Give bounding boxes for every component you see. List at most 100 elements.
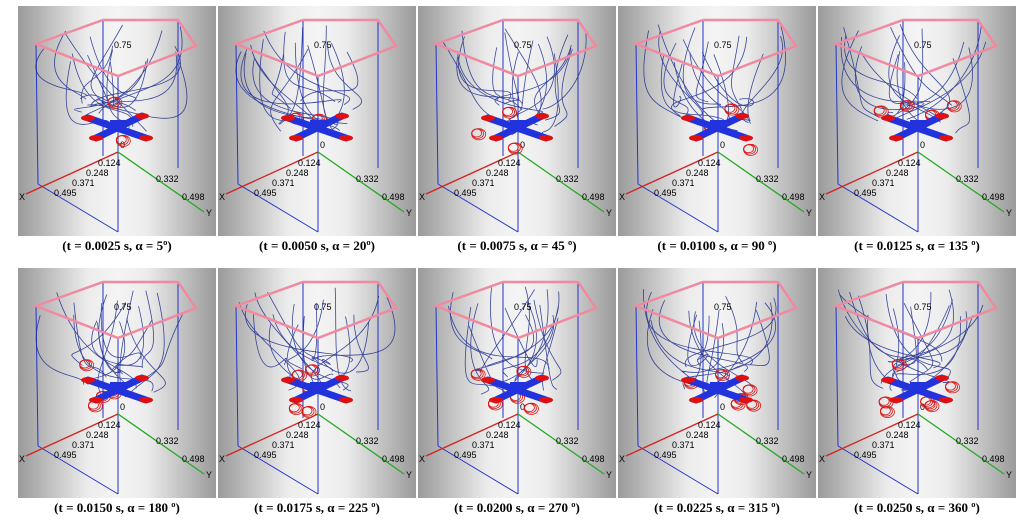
rotor xyxy=(735,375,749,381)
x-tick-label: 0.124 xyxy=(698,158,721,168)
rotor xyxy=(739,397,753,403)
x-tick-label: 0.124 xyxy=(498,420,521,430)
rotor xyxy=(481,115,495,121)
streamline-plot: 0.124 0.248 0.371 0.495 0.332 0.498 0 X Y 0.75 xyxy=(818,6,1016,236)
x-tick-label: 0.495 xyxy=(654,450,677,460)
x-tick-label: 0.124 xyxy=(498,158,521,168)
quadcopter-model xyxy=(481,374,553,404)
vortex-rings xyxy=(878,358,960,418)
y-tick-label: 0.332 xyxy=(356,436,379,446)
x-axis-label: X xyxy=(419,192,425,202)
z-value-label: 0.75 xyxy=(714,302,732,312)
rotor xyxy=(81,115,95,121)
streamlines xyxy=(35,290,183,398)
x-axis xyxy=(425,413,519,457)
origin-label: 0 xyxy=(720,402,725,412)
rotor xyxy=(735,113,749,119)
x-axis xyxy=(625,151,719,195)
panel-caption: (t = 0.0175 s, α = 225 º) xyxy=(254,500,380,515)
y-axis-label: Y xyxy=(206,470,212,480)
streamlines xyxy=(840,24,987,135)
x-tick-label: 0.495 xyxy=(454,450,477,460)
y-tick-label: 0.332 xyxy=(956,436,979,446)
rotor xyxy=(289,135,303,141)
y-axis xyxy=(317,151,405,213)
rotor xyxy=(935,375,949,381)
streamline-plot: 0.124 0.248 0.371 0.495 0.332 0.498 0 X Y 0.75 xyxy=(618,6,816,236)
x-tick-label: 0.495 xyxy=(254,450,277,460)
y-tick-label: 0.332 xyxy=(556,436,579,446)
quadcopter-model xyxy=(281,374,353,404)
y-tick-label: 0.332 xyxy=(356,174,379,184)
rotor xyxy=(139,135,153,141)
simulation-panel: 0.124 0.248 0.371 0.495 0.332 0.498 0 X Y 0.75 (t … xyxy=(418,6,616,262)
rotor xyxy=(339,397,353,403)
streamlines xyxy=(447,286,562,396)
y-axis-label: Y xyxy=(1006,208,1012,218)
streamlines xyxy=(642,289,777,398)
y-axis-label: Y xyxy=(806,208,812,218)
y-axis xyxy=(517,413,605,475)
panel-caption: (t = 0.0025 s, α = 5º) xyxy=(62,238,172,253)
rotor xyxy=(539,135,553,141)
top-frame xyxy=(232,280,398,340)
x-tick-label: 0.495 xyxy=(654,188,677,198)
x-axis-label: X xyxy=(219,192,225,202)
vortex-rings xyxy=(107,96,131,147)
z-value-label: 0.75 xyxy=(314,40,332,50)
rotor xyxy=(139,397,153,403)
quadcopter-model xyxy=(881,112,953,142)
x-tick-label: 0.248 xyxy=(86,168,109,178)
y-axis xyxy=(917,413,1005,475)
x-tick-label: 0.371 xyxy=(472,178,495,188)
y-axis xyxy=(717,413,805,475)
rotor xyxy=(889,135,903,141)
x-tick-label: 0.248 xyxy=(686,430,709,440)
panel-caption: (t = 0.0100 s, α = 90 º) xyxy=(657,238,777,253)
y-tick-label: 0.332 xyxy=(756,174,779,184)
y-axis-label: Y xyxy=(806,470,812,480)
x-axis xyxy=(25,151,119,195)
rotor xyxy=(881,377,895,383)
simulation-panel: 0.124 0.248 0.371 0.495 0.332 0.498 0 X Y 0.75 (t … xyxy=(418,268,616,524)
streamline-plot: 0.124 0.248 0.371 0.495 0.332 0.498 0 X Y 0.75 xyxy=(418,6,616,236)
simulation-panel: 0.124 0.248 0.371 0.495 0.332 0.498 0 X Y 0.75 (t … xyxy=(218,268,416,524)
y-tick-label: 0.332 xyxy=(556,174,579,184)
x-tick-label: 0.124 xyxy=(898,158,921,168)
simulation-panel: 0.124 0.248 0.371 0.495 0.332 0.498 0 X Y 0.75 (t … xyxy=(18,6,216,262)
streamlines xyxy=(837,289,984,394)
z-value-label: 0.75 xyxy=(514,40,532,50)
x-tick-label: 0.371 xyxy=(672,178,695,188)
y-axis xyxy=(317,413,405,475)
x-tick-label: 0.124 xyxy=(298,420,321,430)
rotor xyxy=(135,113,149,119)
rotor xyxy=(535,113,549,119)
x-tick-label: 0.371 xyxy=(872,178,895,188)
y-axis xyxy=(717,151,805,213)
origin-label: 0 xyxy=(920,140,925,150)
x-axis-label: X xyxy=(419,454,425,464)
streamline-plot: 0.124 0.248 0.371 0.495 0.332 0.498 0 X Y 0.75 xyxy=(218,268,416,498)
simulation-panel: 0.124 0.248 0.371 0.495 0.332 0.498 0 X Y 0.75 (t … xyxy=(618,268,816,524)
simulation-panel: 0.124 0.248 0.371 0.495 0.332 0.498 0 X Y 0.75 (t … xyxy=(818,268,1016,524)
z-value-label: 0.75 xyxy=(314,302,332,312)
rotor xyxy=(339,135,353,141)
rotor xyxy=(935,113,949,119)
y-tick-label: 0.332 xyxy=(156,174,179,184)
panel-caption: (t = 0.0250 s, α = 360 º) xyxy=(854,500,980,515)
rotor xyxy=(535,375,549,381)
x-axis xyxy=(825,151,919,195)
y-axis xyxy=(517,151,605,213)
quadcopter-model xyxy=(81,112,153,142)
x-axis-label: X xyxy=(219,454,225,464)
rotor xyxy=(689,135,703,141)
z-value-label: 0.75 xyxy=(514,302,532,312)
streamline-plot: 0.124 0.248 0.371 0.495 0.332 0.498 0 X Y 0.75 xyxy=(818,268,1016,498)
x-axis xyxy=(25,413,119,457)
x-tick-label: 0.495 xyxy=(854,450,877,460)
